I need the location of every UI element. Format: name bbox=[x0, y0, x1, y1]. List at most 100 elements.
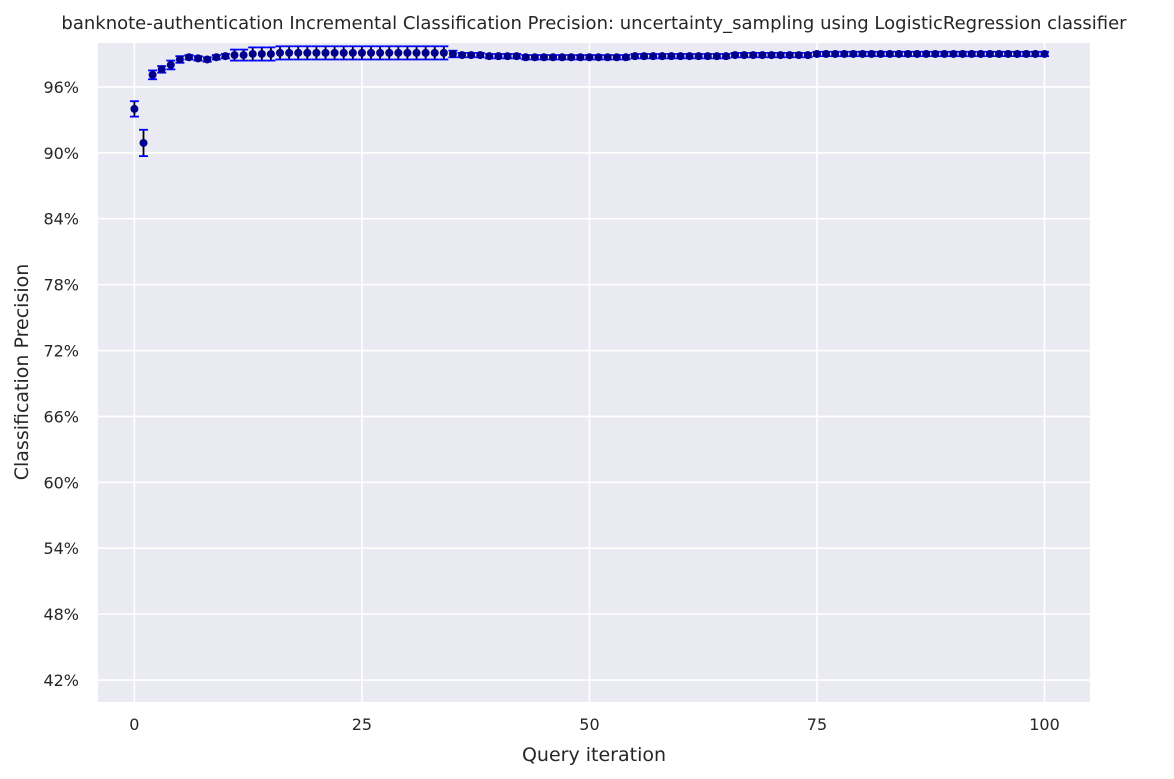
x-tick-label: 100 bbox=[1029, 715, 1060, 734]
data-point bbox=[130, 104, 139, 113]
data-point bbox=[894, 49, 903, 58]
data-point bbox=[731, 51, 740, 60]
data-point bbox=[458, 51, 467, 60]
data-point bbox=[558, 53, 567, 62]
data-point bbox=[758, 51, 767, 60]
data-point bbox=[385, 48, 394, 57]
chart-title: banknote-authentication Incremental Clas… bbox=[61, 13, 1127, 34]
data-point bbox=[312, 48, 321, 57]
data-point bbox=[1013, 49, 1022, 58]
data-point bbox=[367, 48, 376, 57]
data-point bbox=[430, 48, 439, 57]
data-point bbox=[594, 53, 603, 62]
data-point bbox=[139, 138, 148, 147]
data-point bbox=[212, 53, 221, 62]
data-point bbox=[448, 49, 457, 58]
data-point bbox=[576, 53, 585, 62]
data-point bbox=[348, 48, 357, 57]
data-point bbox=[539, 53, 548, 62]
y-tick-label: 78% bbox=[43, 276, 79, 295]
data-point bbox=[494, 52, 503, 61]
data-point bbox=[476, 51, 485, 60]
data-point bbox=[1031, 49, 1040, 58]
y-tick-label: 72% bbox=[43, 342, 79, 361]
data-point bbox=[512, 52, 521, 61]
data-point bbox=[248, 49, 257, 58]
data-point bbox=[585, 53, 594, 62]
data-point bbox=[239, 51, 248, 60]
data-point bbox=[1004, 49, 1013, 58]
data-point bbox=[503, 52, 512, 61]
data-point bbox=[721, 52, 730, 61]
data-point bbox=[831, 49, 840, 58]
data-point bbox=[376, 48, 385, 57]
data-point bbox=[485, 52, 494, 61]
data-point bbox=[812, 49, 821, 58]
data-point bbox=[412, 48, 421, 57]
data-point bbox=[612, 53, 621, 62]
data-point bbox=[976, 49, 985, 58]
y-tick-label: 42% bbox=[43, 671, 79, 690]
data-point bbox=[712, 52, 721, 61]
data-point bbox=[1022, 49, 1031, 58]
data-point bbox=[685, 52, 694, 61]
data-point bbox=[421, 48, 430, 57]
data-point bbox=[867, 49, 876, 58]
data-point bbox=[694, 52, 703, 61]
data-point bbox=[166, 60, 175, 69]
data-point bbox=[794, 51, 803, 60]
data-point bbox=[303, 48, 312, 57]
data-point bbox=[994, 49, 1003, 58]
data-point bbox=[776, 51, 785, 60]
data-point bbox=[803, 51, 812, 60]
grid-lines bbox=[98, 43, 1090, 702]
data-point bbox=[394, 48, 403, 57]
data-point bbox=[913, 49, 922, 58]
data-point bbox=[294, 48, 303, 57]
data-point bbox=[603, 53, 612, 62]
data-point bbox=[621, 53, 630, 62]
data-point bbox=[276, 48, 285, 57]
data-point bbox=[567, 53, 576, 62]
plot-area bbox=[98, 43, 1090, 702]
y-tick-label: 60% bbox=[43, 473, 79, 492]
data-point bbox=[640, 52, 649, 61]
data-point bbox=[403, 48, 412, 57]
y-tick-label: 66% bbox=[43, 407, 79, 426]
x-tick-label: 50 bbox=[579, 715, 599, 734]
y-axis-label: Classification Precision bbox=[11, 264, 33, 481]
data-point bbox=[931, 49, 940, 58]
data-point bbox=[257, 49, 266, 58]
data-point bbox=[321, 48, 330, 57]
y-tick-label: 84% bbox=[43, 210, 79, 229]
y-tick-label: 48% bbox=[43, 605, 79, 624]
data-point bbox=[530, 53, 539, 62]
data-point bbox=[849, 49, 858, 58]
data-point bbox=[266, 49, 275, 58]
data-point bbox=[740, 51, 749, 60]
data-point bbox=[230, 51, 239, 60]
x-tick-label: 25 bbox=[352, 715, 372, 734]
data-point bbox=[357, 48, 366, 57]
data-point bbox=[703, 52, 712, 61]
data-point bbox=[840, 49, 849, 58]
data-point bbox=[767, 51, 776, 60]
data-point bbox=[649, 52, 658, 61]
data-point bbox=[194, 54, 203, 63]
data-point bbox=[439, 48, 448, 57]
y-tick-label: 54% bbox=[43, 539, 79, 558]
data-point bbox=[903, 49, 912, 58]
x-axis-ticks: 0 25 50 75 100 bbox=[129, 715, 1059, 734]
data-point bbox=[203, 55, 212, 64]
y-tick-label: 90% bbox=[43, 144, 79, 163]
x-tick-label: 75 bbox=[807, 715, 827, 734]
data-point bbox=[157, 65, 166, 74]
data-point bbox=[175, 55, 184, 64]
x-tick-label: 0 bbox=[129, 715, 139, 734]
data-point bbox=[148, 70, 157, 79]
data-point bbox=[467, 51, 476, 60]
data-point bbox=[858, 49, 867, 58]
data-point bbox=[549, 53, 558, 62]
